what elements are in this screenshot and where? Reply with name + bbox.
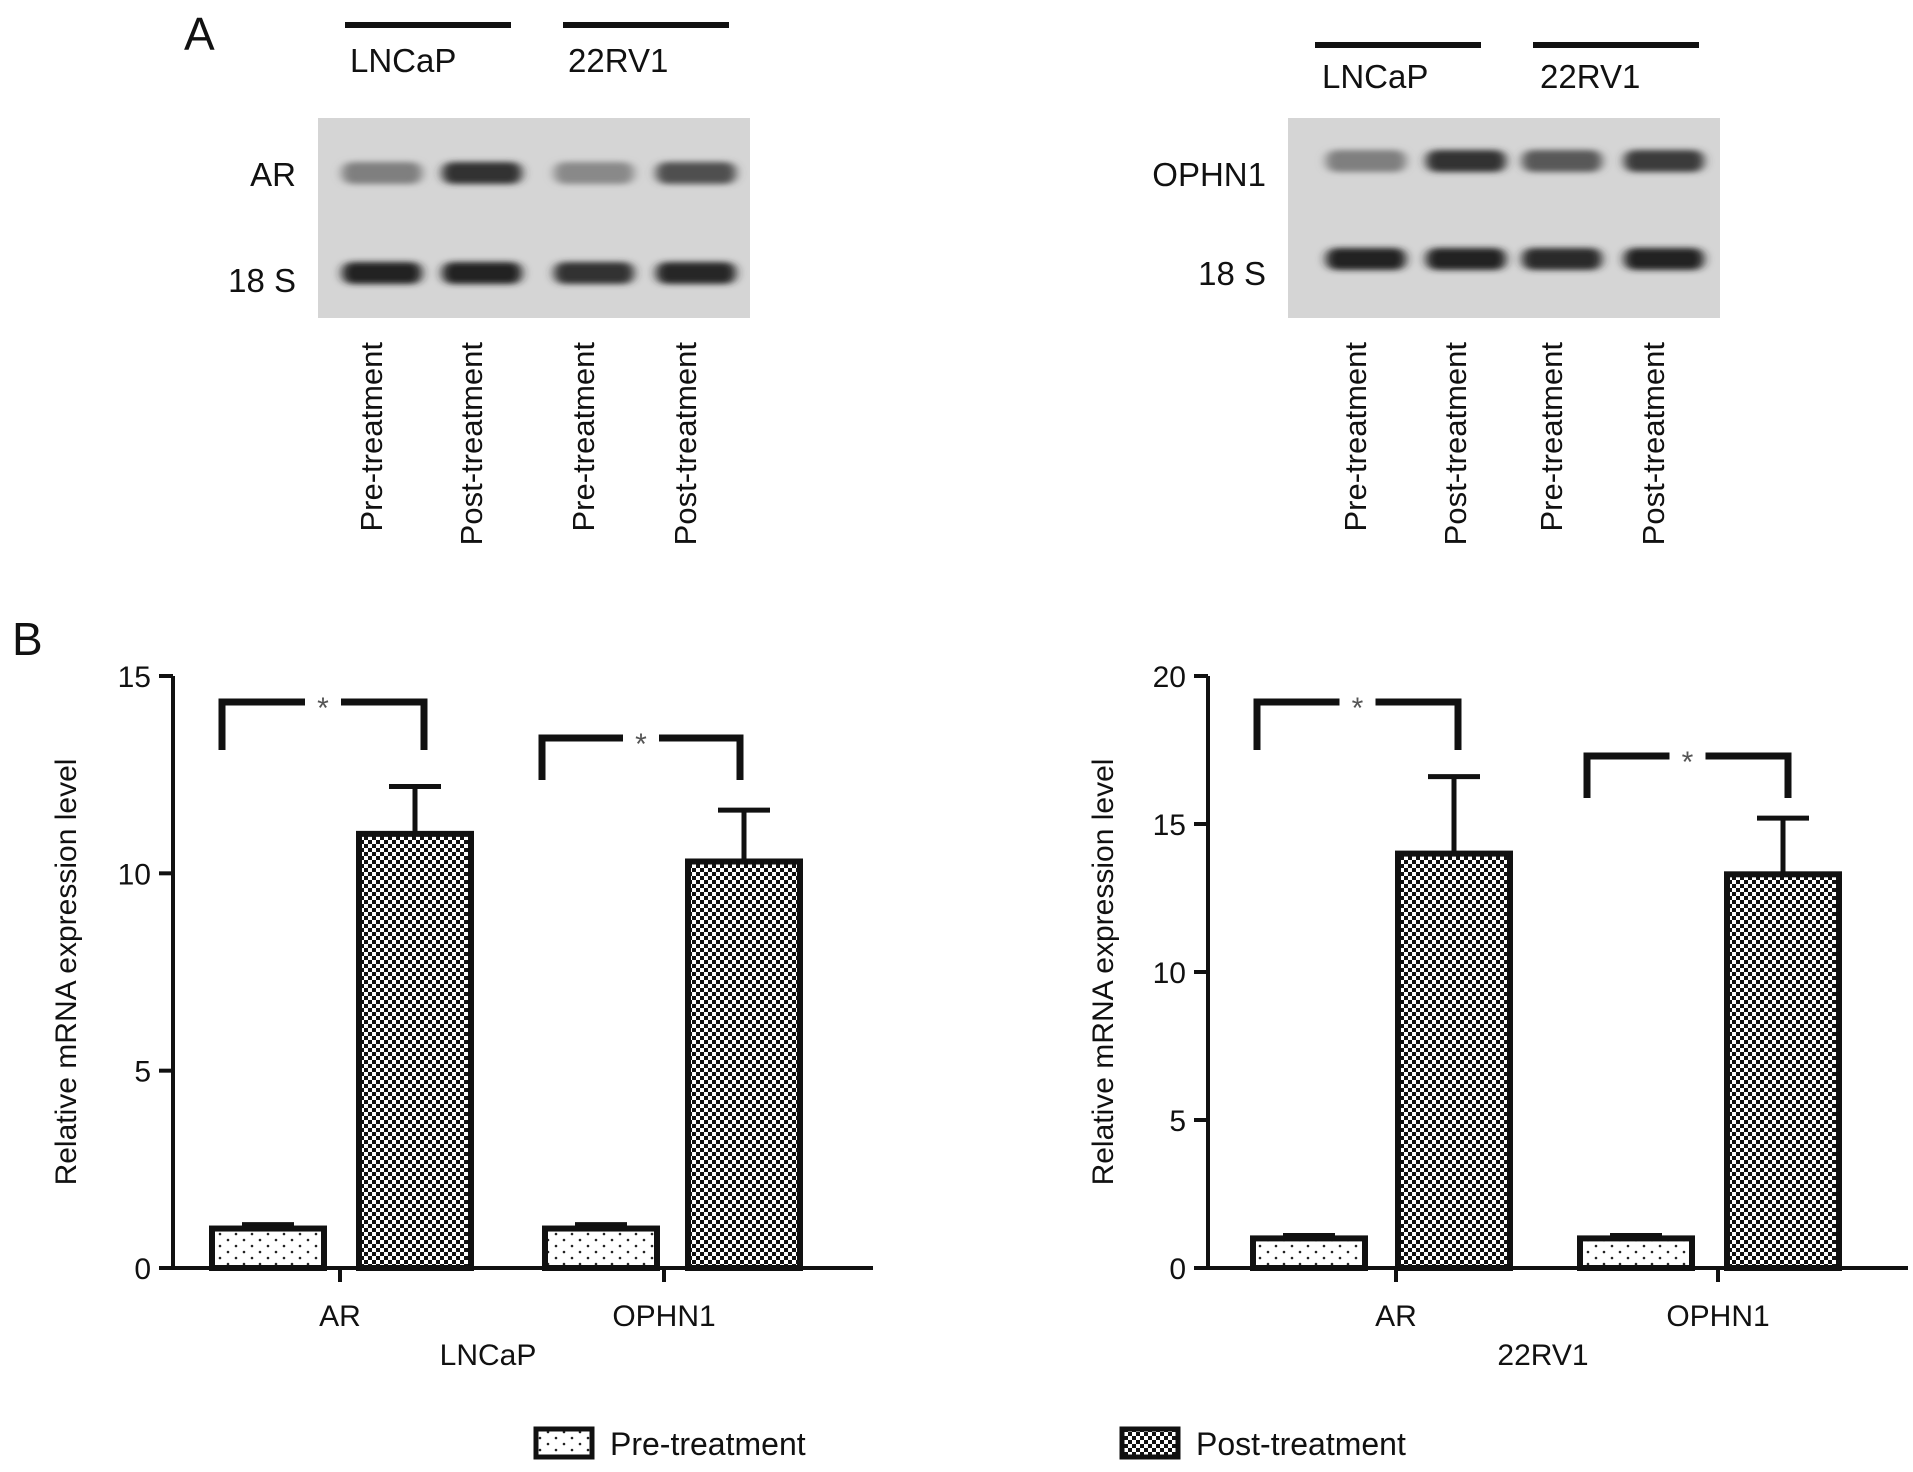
y-tick-label: 0 <box>134 1253 151 1286</box>
bar-pre-treatment <box>542 1225 660 1271</box>
legend-label-pre-treatment: Pre-treatment <box>610 1426 806 1462</box>
x-axis-title: LNCaP <box>440 1339 537 1372</box>
lane-label: Post-treatment <box>1438 342 1473 546</box>
lane-label: Post-treatment <box>1636 342 1671 546</box>
y-tick-label: 20 <box>1153 661 1186 694</box>
gel-image <box>318 118 750 318</box>
lane-label: Pre-treatment <box>354 342 389 532</box>
gel-band <box>1522 150 1602 172</box>
bar-chart-22rv1: 0 5 10 15 20 AR OPHN1 Relative mRNA expression … <box>1087 661 1908 1372</box>
panel-b-letter: B <box>12 613 43 665</box>
gel-band <box>1624 150 1704 172</box>
gel-band <box>342 162 422 184</box>
significance-star: * <box>1352 692 1364 725</box>
bar-pre-treatment <box>1250 1235 1368 1272</box>
y-tick-label: 10 <box>1153 957 1186 990</box>
group-label-22rv1: 22RV1 <box>568 42 668 79</box>
legend-swatch-post-treatment <box>1119 1426 1181 1460</box>
bar-pre-treatment <box>1577 1235 1695 1272</box>
x-tick-label: AR <box>1375 1300 1417 1333</box>
y-tick-label: 15 <box>1153 809 1186 842</box>
gel-band <box>342 262 422 284</box>
lane-label: Pre-treatment <box>1338 342 1373 532</box>
group-label-22rv1: 22RV1 <box>1540 58 1640 95</box>
bar-chart-lncap: 0 5 10 15 AR OPHN1 Relative mRNA expression le… <box>50 661 873 1372</box>
bar-post-treatment <box>1724 871 1842 1271</box>
band-label-18s: 18 S <box>228 262 296 299</box>
gel-band <box>656 262 736 284</box>
y-tick-label: 10 <box>118 858 151 891</box>
significance-bracket <box>538 734 744 780</box>
x-tick-label: AR <box>319 1300 361 1333</box>
significance-bracket <box>218 698 428 750</box>
gel-band <box>1426 150 1506 172</box>
band-label-ophn1: OPHN1 <box>1152 156 1266 193</box>
bar-post-treatment <box>1395 850 1513 1271</box>
y-tick-label: 5 <box>1169 1105 1186 1138</box>
significance-star: * <box>1682 746 1694 779</box>
gel-band <box>1326 150 1406 172</box>
gel-band <box>554 262 634 284</box>
gel-blot-ar: LNCaP 22RV1 AR 18 S Pre-treatment Post-t… <box>228 22 750 546</box>
lane-label: Post-treatment <box>454 342 489 546</box>
y-tick-label: 0 <box>1169 1253 1186 1286</box>
gel-blot-ophn1: LNCaP 22RV1 OPHN1 18 S Pre-treatment Pos… <box>1152 42 1720 546</box>
lane-label: Pre-treatment <box>566 342 601 532</box>
gel-band <box>1426 248 1506 270</box>
x-tick-label: OPHN1 <box>612 1300 715 1333</box>
gel-image <box>1288 118 1720 318</box>
significance-star: * <box>317 692 329 725</box>
y-axis-title: Relative mRNA expression level <box>50 759 83 1186</box>
significance-bracket <box>1583 752 1792 798</box>
gel-band <box>1624 248 1704 270</box>
bar-post-treatment <box>356 830 474 1271</box>
group-label-lncap: LNCaP <box>350 42 456 79</box>
x-axis-title: 22RV1 <box>1497 1339 1588 1372</box>
panel-a-letter: A <box>184 8 215 60</box>
y-tick-label: 15 <box>118 661 151 694</box>
band-label-18s: 18 S <box>1198 255 1266 292</box>
legend-swatch-pre-treatment <box>533 1426 595 1460</box>
y-tick-label: 5 <box>134 1056 151 1089</box>
significance-bracket <box>1253 698 1462 750</box>
bar-post-treatment <box>685 858 803 1271</box>
gel-band <box>442 162 522 184</box>
gel-band <box>442 262 522 284</box>
significance-star: * <box>635 728 647 761</box>
band-label-ar: AR <box>250 156 296 193</box>
gel-band <box>1326 248 1406 270</box>
legend: Pre-treatment Post-treatment <box>533 1426 1406 1462</box>
y-axis-title: Relative mRNA expression level <box>1087 759 1120 1186</box>
gel-band <box>656 162 736 184</box>
lane-label: Pre-treatment <box>1534 342 1569 532</box>
x-tick-label: OPHN1 <box>1666 1300 1769 1333</box>
lane-label: Post-treatment <box>668 342 703 546</box>
group-label-lncap: LNCaP <box>1322 58 1428 95</box>
gel-band <box>1522 248 1602 270</box>
gel-band <box>554 162 634 184</box>
legend-label-post-treatment: Post-treatment <box>1196 1426 1406 1462</box>
bar-pre-treatment <box>209 1225 327 1271</box>
